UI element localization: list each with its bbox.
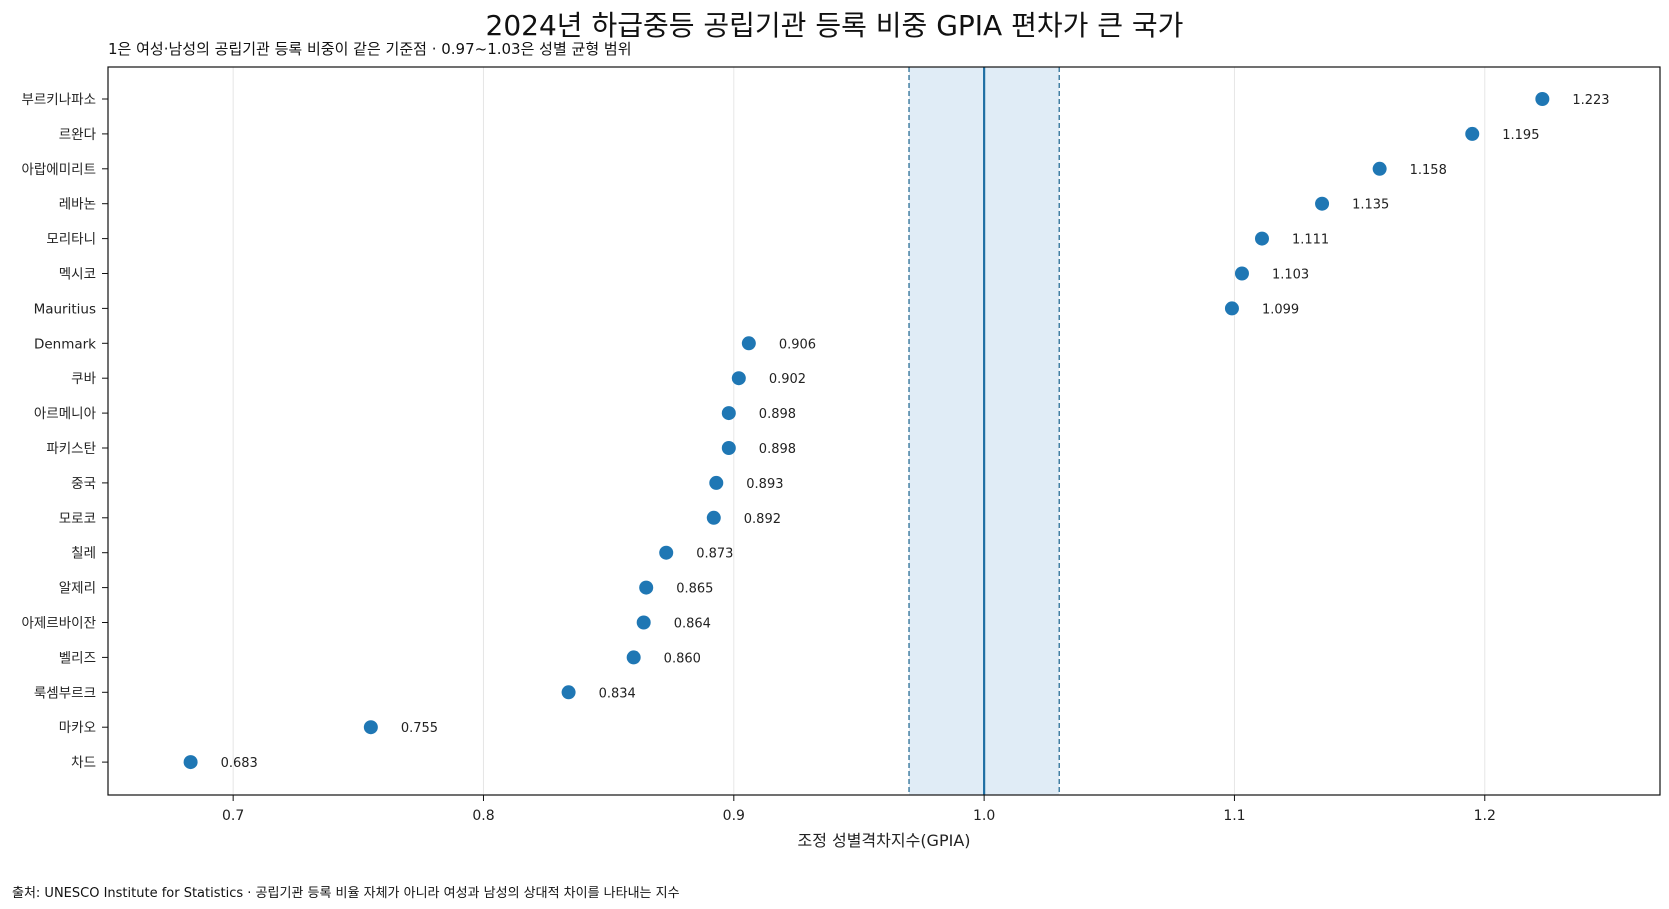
data-points (183, 92, 1550, 770)
y-tick-label: 룩셈부르크 (34, 685, 96, 701)
data-point (363, 720, 378, 735)
x-tick-label: 0.7 (222, 808, 244, 824)
y-tick-label: 칠레 (71, 546, 96, 562)
data-point (709, 475, 724, 490)
data-point (721, 441, 736, 455)
x-axis-label: 조정 성별격차지수(GPIA) (797, 831, 970, 850)
y-tick-label: 멕시코 (59, 267, 96, 283)
data-point (741, 336, 756, 351)
data-labels: 1.223 1.195 1.158 1.135 1.111 1.103 1.099 0.906… (221, 93, 1610, 771)
data-point (1465, 126, 1480, 141)
data-point (1254, 231, 1269, 246)
data-point (659, 545, 674, 560)
y-tick-label: 쿠바 (71, 371, 96, 387)
data-label: 0.898 (759, 442, 796, 457)
source-note: 출처: UNESCO Institute for Statistics · 공립… (12, 886, 680, 901)
x-tick-label: 1.2 (1474, 808, 1496, 824)
parity-band (908, 67, 1060, 795)
data-point (1234, 266, 1249, 281)
chart-title: 2024년 하급중등 공립기관 등록 비중 GPIA 편차가 큰 국가 (485, 9, 1184, 42)
data-point (731, 371, 746, 386)
y-tick-label: 레바논 (59, 197, 96, 213)
y-tick-label: Denmark (34, 336, 96, 352)
y-tick-label: 파키스탄 (46, 441, 96, 457)
data-point (1372, 161, 1387, 176)
y-tick-label: 알제리 (59, 581, 96, 597)
data-point (706, 510, 721, 525)
y-tick-label: 마카오 (59, 720, 96, 736)
data-point (1535, 92, 1550, 106)
data-label: 0.893 (746, 477, 783, 492)
data-label: 0.683 (221, 756, 258, 771)
data-label: 1.158 (1410, 163, 1447, 178)
y-tick-label: 차드 (71, 755, 96, 771)
y-tick-label: 아랍에미리트 (21, 162, 96, 178)
data-label: 1.103 (1272, 268, 1309, 283)
y-tick-label: Mauritius (34, 301, 96, 317)
data-point (636, 615, 651, 630)
data-point (183, 755, 198, 770)
y-tick-label: 모리타니 (46, 232, 96, 248)
data-label: 1.135 (1352, 198, 1389, 213)
x-tick-label: 0.8 (472, 808, 494, 824)
data-label: 0.755 (401, 721, 438, 736)
data-point (1315, 196, 1330, 211)
data-label: 0.873 (696, 547, 733, 562)
y-tick-label: 아르메니아 (34, 406, 97, 422)
data-point (626, 650, 641, 665)
data-label: 0.898 (759, 407, 796, 422)
data-label: 0.902 (769, 372, 806, 387)
data-label: 0.892 (744, 512, 781, 527)
data-label: 0.834 (599, 686, 636, 701)
data-label: 1.223 (1572, 93, 1609, 108)
data-label: 1.099 (1262, 302, 1299, 317)
data-label: 0.864 (674, 617, 711, 632)
y-tick-label: 부르키나파소 (21, 92, 96, 108)
x-axis-ticks: 0.7 0.8 0.9 1.0 1.1 1.2 (222, 795, 1496, 824)
x-tick-label: 0.9 (723, 808, 745, 824)
data-point (561, 685, 576, 700)
x-tick-label: 1.0 (973, 808, 995, 824)
y-tick-label: 모로코 (59, 511, 96, 527)
data-label: 0.865 (676, 582, 713, 597)
grid-lines (232, 67, 1486, 795)
data-label: 0.906 (779, 337, 816, 352)
data-label: 1.111 (1292, 233, 1329, 248)
y-tick-label: 벨리즈 (59, 650, 96, 666)
plot-frame (107, 66, 1661, 796)
y-tick-label: 아제르바이잔 (21, 616, 96, 632)
y-tick-label: 중국 (71, 476, 96, 492)
data-label: 1.195 (1502, 128, 1539, 143)
chart-subtitle: 1은 여성·남성의 공립기관 등록 비중이 같은 기준점 · 0.97~1.03… (108, 40, 632, 58)
y-tick-label: 르완다 (59, 127, 97, 143)
x-tick-label: 1.1 (1223, 808, 1245, 824)
data-label: 0.860 (664, 651, 701, 666)
data-point (639, 580, 654, 595)
data-point (1224, 301, 1239, 316)
data-point (721, 406, 736, 421)
